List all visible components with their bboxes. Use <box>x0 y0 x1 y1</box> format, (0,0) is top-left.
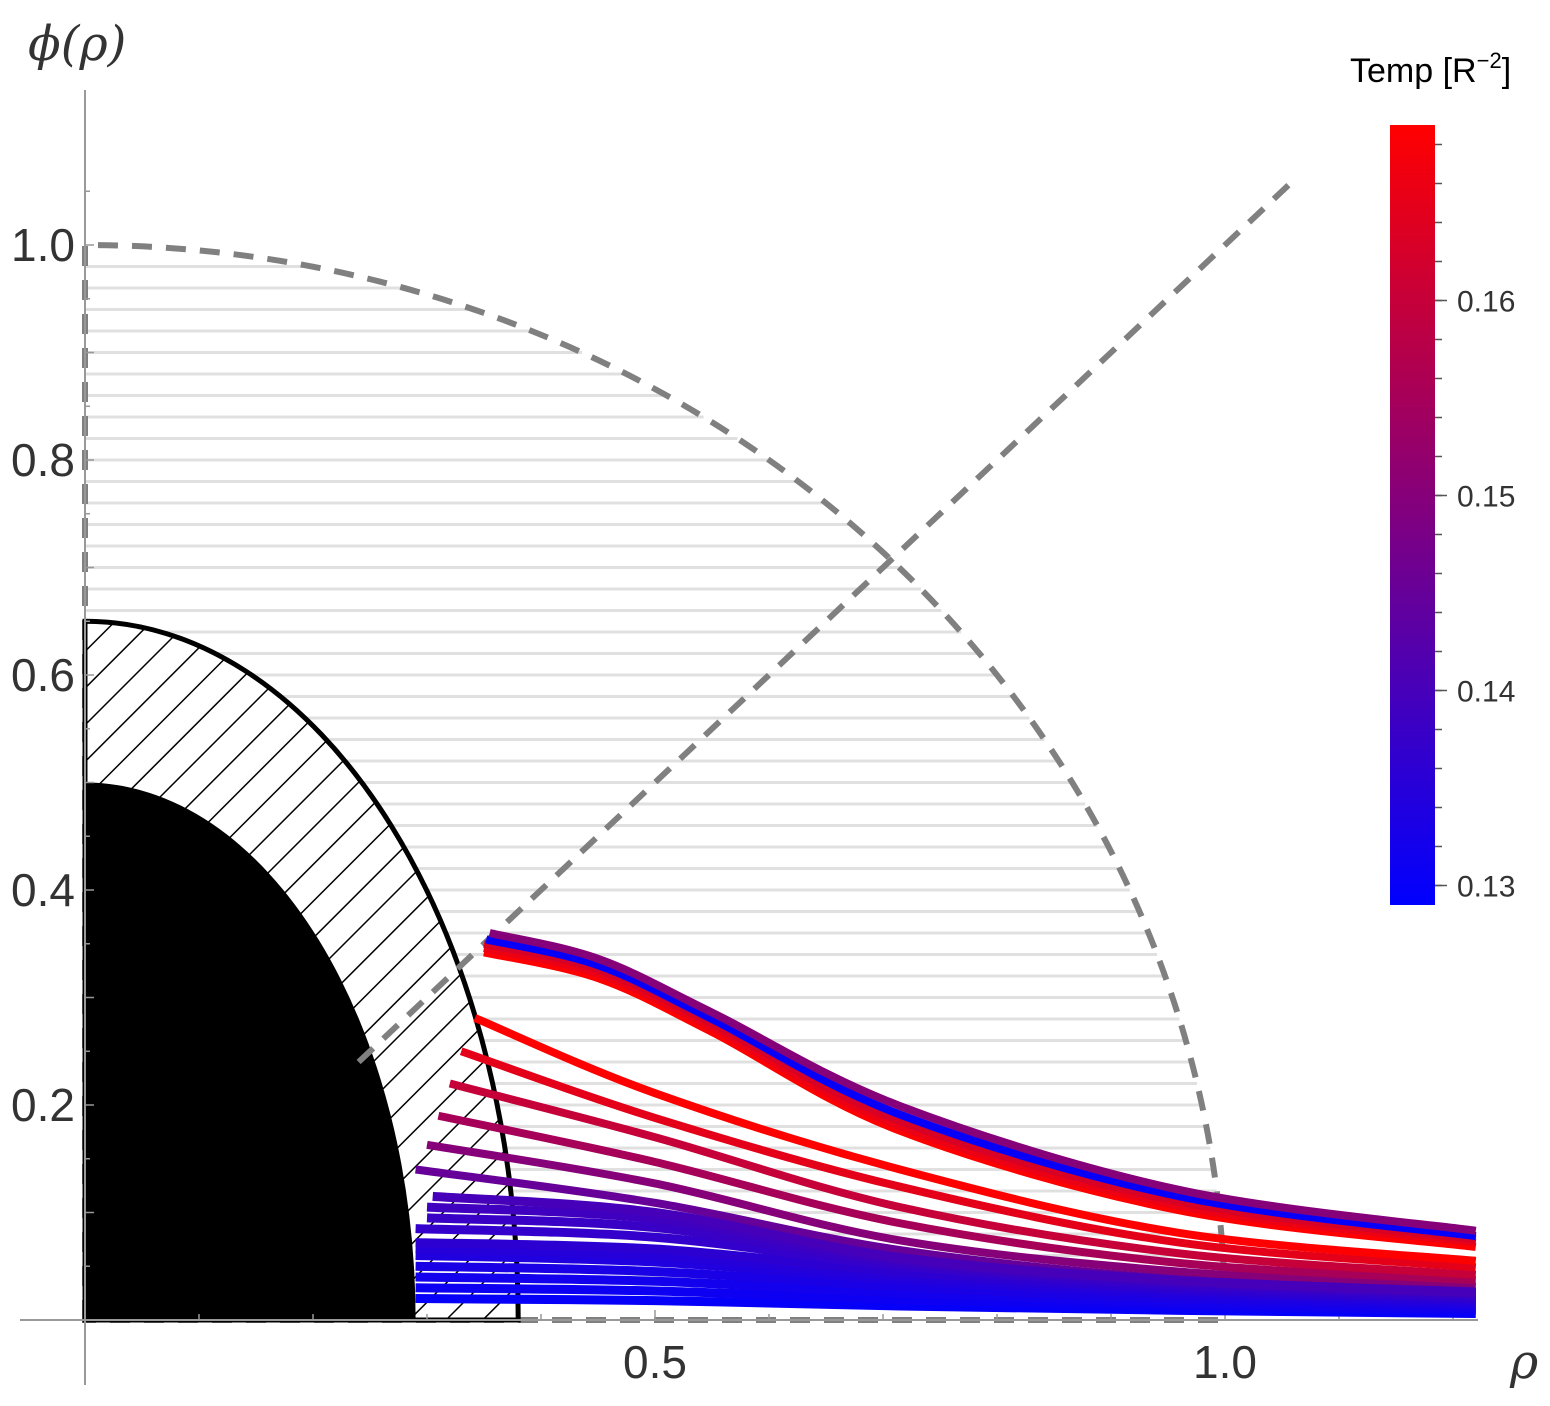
y-tick-label: 0.6 <box>11 649 75 701</box>
solution-curve <box>485 935 1477 1241</box>
excluded-core-region <box>85 782 416 1320</box>
curves <box>415 929 1477 1319</box>
y-axis-label: ϕ(ρ) <box>28 16 126 72</box>
x-tick-label: 0.5 <box>623 1336 687 1388</box>
y-tick-label: 0.4 <box>11 864 75 916</box>
dashed-diagonal-line <box>356 178 1296 1065</box>
colorbar-tick-label: 0.16 <box>1457 286 1515 319</box>
colorbar-gradient <box>1390 125 1435 905</box>
colorbar: Temp [R−2] 0.13 0.14 0.15 0.16 <box>1350 48 1515 905</box>
solution-curve <box>483 939 1477 1244</box>
solution-curve <box>426 1140 1477 1291</box>
solution-curve <box>432 1191 1476 1297</box>
colorbar-tick-label: 0.15 <box>1457 481 1515 514</box>
y-tick-label: 1.0 <box>11 219 75 271</box>
solution-curve <box>488 929 1477 1235</box>
x-tick-label: 1.0 <box>1193 1336 1257 1388</box>
solution-curve <box>473 1014 1477 1265</box>
dashed-circle-boundary <box>82 241 1229 1323</box>
x-axis-label: ρ <box>1509 1334 1538 1390</box>
colorbar-title: Temp [R−2] <box>1350 48 1511 90</box>
axes <box>20 90 1478 1385</box>
y-tick-label: 0.2 <box>11 1079 75 1131</box>
y-tick-label: 0.8 <box>11 434 75 486</box>
solution-curve <box>448 1079 1477 1279</box>
solution-curve <box>459 1047 1477 1272</box>
colorbar-tick-label: 0.14 <box>1457 676 1515 709</box>
colorbar-tick-label: 0.13 <box>1457 871 1515 904</box>
solution-curve <box>437 1111 1477 1285</box>
